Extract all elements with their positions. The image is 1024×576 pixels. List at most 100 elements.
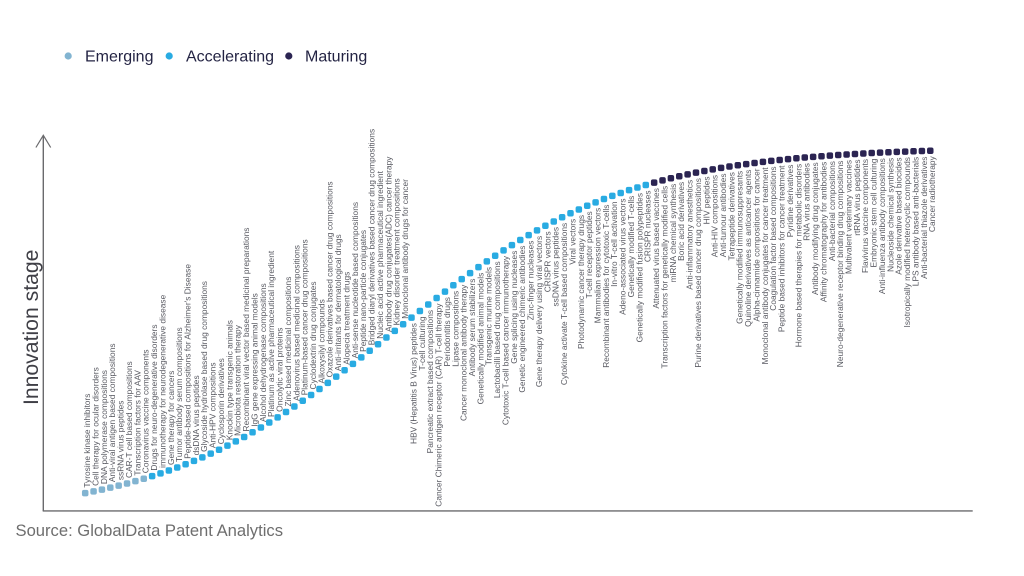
svg-text:Genetically modified T-cells: Genetically modified T-cells [626,196,636,298]
svg-text:Gene therapy delivery using vi: Gene therapy delivery using viral vector… [534,236,544,387]
svg-text:Genetic engineered chimeric an: Genetic engineered chimeric antibodies [517,246,527,393]
svg-text:miRNA chemical synthesis: miRNA chemical synthesis [668,184,678,283]
svg-text:Embryonic stem cell culturing: Embryonic stem cell culturing [869,158,879,267]
svg-text:IgG gene expressing animal mod: IgG gene expressing animal models [249,293,259,427]
svg-text:Source: GlobalData Patent Anal: Source: GlobalData Patent Analytics [16,521,284,540]
svg-text:Tetrapeptide derivatives: Tetrapeptide derivatives [726,172,736,260]
svg-text:Knockin type transgenic animal: Knockin type transgenic animals [224,320,234,440]
svg-text:T-cell culturing: T-cell culturing [417,316,427,370]
svg-text:Mammalian expression vectors: Mammalian expression vectors [592,208,602,323]
svg-text:immunotherapy for neurodegener: immunotherapy for neurodegenerative dise… [157,294,167,468]
svg-text:Transgenic murine models: Transgenic murine models [484,267,494,365]
svg-text:Transcription factors for gene: Transcription factors for genetically mo… [659,186,669,369]
svg-text:Periodontitis drugs: Periodontitis drugs [442,297,452,366]
svg-text:Anti-irritants for dermatologi: Anti-irritants for dermatological drugs [333,234,343,371]
svg-text:Nucleic acid active pharmaceut: Nucleic acid active pharmaceutical ingre… [375,170,385,338]
svg-text:Alkoxysilyl compounds: Alkoxysilyl compounds [316,299,326,383]
svg-text:rtRNA virus peptides: rtRNA virus peptides [852,159,862,235]
svg-text:Cancer monoclonal antibody the: Cancer monoclonal antibody therapy [459,284,469,421]
svg-text:Cancer Chimeric antigen recept: Cancer Chimeric antigen receptor (CAR) T… [434,303,444,507]
svg-text:Genetically modified fusion po: Genetically modified fusion polypeptides [634,193,644,342]
svg-text:Cyclodextrin drug conjugates: Cyclodextrin drug conjugates [308,281,318,389]
svg-text:Anti-bacterial compositions: Anti-bacterial compositions [827,161,837,261]
svg-text:Microbiota restoration therapy: Microbiota restoration therapy [233,324,243,436]
svg-text:Hormone based therapies for me: Hormone based therapies for metabolic di… [793,164,803,347]
svg-text:Genetically modified immunosup: Genetically modified immunosuppresants [735,171,745,324]
svg-text:Cell therapy for ocular disord: Cell therapy for ocular disorders [90,367,100,486]
svg-text:Anti-HPV compositions: Anti-HPV compositions [208,362,218,448]
svg-text:Anti-viral antigen based compo: Anti-viral antigen based compositions [107,343,117,482]
svg-text:Bridged diaryl derivatives bas: Bridged diaryl derivatives based cancer … [367,129,377,345]
svg-text:Drugs for neuro-degenerative d: Drugs for neuro-degenerative disorders [149,324,159,470]
svg-text:Cytokine activate T-cell based: Cytokine activate T-cell based compositi… [559,223,569,385]
svg-text:Boric acid derivatives: Boric acid derivatives [676,182,686,261]
svg-text:Coronavirus vaccine components: Coronavirus vaccine components [141,349,151,473]
svg-text:Anti-influenza antibody compos: Anti-influenza antibody compositions [877,158,887,294]
svg-text:LPS antibody based anti-bacter: LPS antibody based anti-bacterials [910,157,920,286]
svg-text:Recombinant antibodies for cyt: Recombinant antibodies for cytotoxic T-c… [601,205,611,368]
svg-text:Photodynamic cancer therapy dr: Photodynamic cancer therapy drugs [576,215,586,349]
svg-text:Alpha-cinnamide compositions f: Alpha-cinnamide compositions for cancer [751,168,761,321]
svg-text:Cyclosporin derivatives: Cyclosporin derivatives [216,358,226,444]
svg-text:Coagulation factor based compo: Coagulation factor based compositions [768,166,778,310]
svg-text:Peptide based inhibitors for c: Peptide based inhibitors for cancer trea… [777,165,787,332]
svg-text:Anti-HIV compositions: Anti-HIV compositions [710,175,720,257]
svg-text:Oncolytic viral proteins: Oncolytic viral proteins [275,328,285,412]
svg-text:Gene splicing using nucleases: Gene splicing using nucleases [509,251,519,364]
svg-text:CRISPR nucleases: CRISPR nucleases [643,190,653,262]
svg-text:Cancer radiotherapy: Cancer radiotherapy [927,155,937,232]
svg-text:DNA polymerase compositions: DNA polymerase compositions [99,370,109,484]
svg-text:Anti-inflammatory anesthetics: Anti-inflammatory anesthetics [685,180,695,290]
svg-text:Maturing: Maturing [305,49,367,66]
svg-text:Neuro-degenerative receptor bi: Neuro-degenerative receptor binding drug… [835,160,845,367]
svg-text:dsDNA virus peptides: dsDNA virus peptides [191,375,201,455]
svg-text:Cytotoxic T-cell based cancer: Cytotoxic T-cell based cancer immunother… [500,255,510,425]
svg-text:Purine derivatives based cance: Purine derivatives based cancer drug com… [693,178,703,367]
svg-text:Peptide nano-particle conjugat: Peptide nano-particle conjugates [358,230,368,352]
svg-text:CRISPR vectors: CRISPR vectors [542,231,552,292]
svg-text:Monoclonal antibody conjugates: Monoclonal antibody conjugates for cance… [760,167,770,365]
svg-text:Lactobacilli based drug compos: Lactobacilli based drug compositions [492,261,502,398]
svg-text:Azole derivative based biocide: Azole derivative based biocides [894,157,904,274]
svg-text:Genetically modified animal mo: Genetically modified animal models [475,273,485,405]
svg-text:CAR-T cell based compositions: CAR-T cell based compositions [124,361,134,478]
svg-text:Emerging: Emerging [85,49,153,66]
svg-text:Anti-tumour antibodies: Anti-tumour antibodies [718,173,728,257]
svg-text:Tyrosine kinase inhibitors: Tyrosine kinase inhibitors [82,394,92,488]
svg-text:Antibody serum stabilizers: Antibody serum stabilizers [467,279,477,377]
svg-text:Zinc based medicinal compositi: Zinc based medicinal compositions [283,277,293,407]
svg-text:ssDNA virus peptides: ssDNA virus peptides [551,227,561,307]
svg-text:Anti-bacterial thiazole deriva: Anti-bacterial thiazole derivatives [919,156,929,278]
svg-text:Multivalent veterinary vaccine: Multivalent veterinary vaccines [844,160,854,274]
svg-text:Alopecia treatment drugs: Alopecia treatment drugs [341,272,351,365]
svg-text:HBV (Hepatitis B Virus) peptid: HBV (Hepatitis B Virus) peptides [408,323,418,444]
svg-text:Tumor antibody serum compositi: Tumor antibody serum compositions [174,327,184,462]
svg-text:Adenovirus based medicinal com: Adenovirus based medicinal compositions [291,245,301,401]
svg-text:HIV peptides: HIV peptides [701,176,711,224]
svg-text:Nucleoside chemical synthesis: Nucleoside chemical synthesis [885,158,895,272]
svg-text:Viral vectors: Viral vectors [567,219,577,265]
svg-text:Quinoline derivatives as antic: Quinoline derivatives as anticancer agen… [743,170,753,327]
svg-text:Platinum-based cancer drug com: Platinum-based cancer drug compositions [300,239,310,395]
svg-text:Lipase compositions: Lipase compositions [450,291,460,367]
svg-text:Transcription factors for AAV: Transcription factors for AAV [132,370,142,476]
svg-text:Gene therapy for cancers: Gene therapy for cancers [166,371,176,466]
svg-text:Alcohol dehydrogenase composit: Alcohol dehydrogenase compositions [258,283,268,422]
svg-text:ssRNA virus peptides: ssRNA virus peptides [116,401,126,481]
svg-text:In-vitro T-cell activation: In-vitro T-cell activation [609,201,619,287]
svg-text:Attenuated virus based vaccine: Attenuated virus based vaccines [651,188,661,309]
svg-text:Glycoside hydrolase based drug: Glycoside hydrolase based drug compositi… [199,281,209,452]
svg-text:T-cell receptor peptides: T-cell receptor peptides [584,211,594,298]
svg-text:Peptide-based compositions for: Peptide-based compositions for Alzheimer… [183,264,193,459]
svg-text:Monoclonal antibody drugs for: Monoclonal antibody drugs for cancer [400,179,410,319]
svg-text:Affinity chromatography for an: Affinity chromatography for antibodies [818,162,828,302]
svg-text:Kidney disorder treatment comp: Kidney disorder treatment compositions [392,178,402,325]
svg-text:Pyridine derivatives: Pyridine derivatives [785,165,795,238]
svg-text:Recombinant viral vector based: Recombinant viral vector based medicinal… [241,228,251,432]
svg-text:Platinum as active pharmaceuti: Platinum as active pharmaceutical ingred… [266,250,276,417]
svg-text:Accelerating: Accelerating [186,49,274,66]
svg-text:Anti-sense nucleotide based co: Anti-sense nucleotide based compositions [350,202,360,358]
svg-text:Antibody modifying drug conjug: Antibody modifying drug conjugates [810,162,820,295]
svg-text:Adeno-associated virus vectors: Adeno-associated virus vectors [618,198,628,314]
svg-text:Pancreatic extract based compo: Pancreatic extract based compositions [425,310,435,453]
